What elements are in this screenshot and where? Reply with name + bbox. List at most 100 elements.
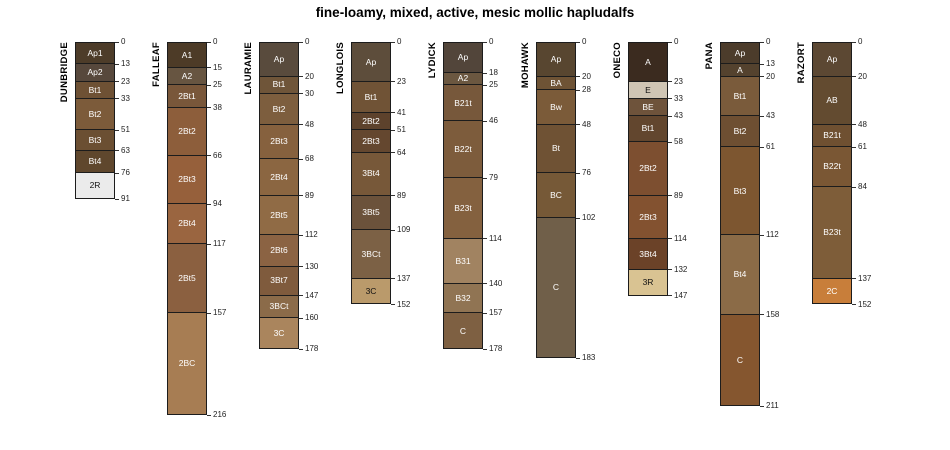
depth-label: 89 [397, 190, 406, 200]
depth-label: 112 [766, 230, 779, 240]
depth-label: 20 [582, 71, 591, 81]
depth-tick [483, 238, 487, 240]
depth-tick [391, 41, 395, 43]
depth-label: 147 [305, 290, 319, 300]
horizon-label: 2Bt5 [178, 272, 196, 283]
depth-label: 0 [858, 37, 863, 46]
depth-label: 20 [766, 71, 775, 81]
horizon-box: A [628, 42, 668, 82]
depth-tick [391, 81, 395, 83]
horizon-label: BC [550, 189, 562, 200]
horizon-label: BA [550, 77, 562, 88]
horizon-label: 2Bt1 [178, 90, 196, 101]
horizon-label: 2BC [178, 358, 196, 369]
depth-tick [299, 317, 303, 319]
depth-tick [207, 155, 211, 157]
horizon-box: Bt4 [75, 150, 115, 174]
depth-tick [115, 81, 119, 83]
horizon-box: 2Bt3 [167, 155, 207, 205]
horizon-label: A1 [181, 49, 193, 60]
depth-label: 89 [674, 190, 683, 200]
horizon-label: 3C [365, 285, 377, 296]
horizon-box: Bw [536, 90, 576, 125]
depth-tick [760, 76, 764, 78]
depth-label: 158 [766, 309, 780, 319]
depth-tick [299, 234, 303, 236]
depth-label: 68 [305, 154, 314, 164]
horizon-label: B22t [454, 144, 472, 155]
horizon-label: 3Bt4 [362, 168, 380, 179]
horizon-box: 3C [351, 278, 391, 305]
horizon-label: 2Bt6 [270, 245, 288, 256]
depth-tick [760, 314, 764, 316]
depth-label: 211 [766, 401, 779, 411]
horizon-box: AB [812, 76, 852, 125]
horizon-label: Bt4 [88, 156, 102, 167]
horizon-label: Ap1 [87, 47, 103, 58]
depth-label: 38 [213, 102, 222, 112]
depth-label: 0 [213, 37, 218, 46]
depth-tick [668, 269, 672, 271]
depth-label: 0 [582, 37, 587, 46]
depth-label: 157 [213, 308, 227, 318]
depth-tick [299, 124, 303, 126]
depth-label: 94 [213, 199, 222, 209]
profile-name: DUNBRIDGE [59, 42, 70, 103]
depth-label: 58 [674, 137, 683, 147]
horizon-label: Bt4 [733, 269, 747, 280]
horizon-box: 2Bt6 [259, 235, 299, 267]
horizon-box: C [443, 313, 483, 350]
depth-tick [391, 304, 395, 305]
depth-tick [483, 84, 487, 86]
profile-name: LONGLOIS [335, 42, 346, 95]
depth-label: 216 [213, 410, 227, 420]
depth-tick [207, 107, 211, 109]
horizon-label: Ap [365, 56, 377, 67]
profile-name: LAURAMIE [243, 42, 254, 95]
horizon-box: B32 [443, 283, 483, 314]
depth-label: 61 [766, 142, 775, 152]
depth-label: 160 [305, 313, 319, 323]
horizon-label: 2C [826, 285, 838, 296]
depth-label: 30 [305, 88, 314, 98]
depth-tick [760, 41, 764, 43]
horizon-label: 3R [642, 277, 654, 288]
horizon-box: C [536, 218, 576, 359]
horizon-label: Ap [734, 47, 746, 58]
horizon-label: 3Bt7 [270, 275, 288, 286]
depth-tick [115, 150, 119, 152]
horizon-label: E [645, 84, 651, 95]
horizon-label: Bt1 [272, 79, 286, 90]
horizon-box: 3BCt [351, 230, 391, 279]
depth-tick [483, 41, 487, 43]
depth-label: 51 [397, 125, 406, 135]
horizon-box: A2 [167, 67, 207, 86]
horizon-label: 2Bt5 [270, 209, 288, 220]
horizon-box: 2BC [167, 313, 207, 416]
horizon-label: Ap [273, 54, 285, 65]
horizon-box: 3Bt4 [351, 152, 391, 196]
horizon-box: BC [536, 173, 576, 219]
depth-label: 33 [121, 93, 130, 103]
depth-tick [207, 203, 211, 205]
horizon-box: Bt [536, 124, 576, 174]
depth-tick [115, 198, 119, 200]
horizon-box: 2R [75, 173, 115, 200]
depth-tick [483, 120, 487, 122]
depth-label: 13 [766, 59, 775, 69]
horizon-box: 2Bt3 [351, 130, 391, 153]
horizon-label: 2Bt2 [639, 163, 657, 174]
depth-tick [391, 195, 395, 197]
depth-tick [852, 278, 856, 280]
profile-name: LYDICK [427, 42, 438, 79]
horizon-box: Bt1 [720, 76, 760, 117]
depth-label: 25 [489, 80, 498, 90]
horizon-box: 3Bt4 [628, 238, 668, 270]
depth-label: 137 [397, 273, 411, 283]
horizon-box: Ap2 [75, 64, 115, 82]
horizon-label: C [736, 354, 744, 365]
horizon-label: Ap [826, 54, 838, 65]
depth-label: 117 [213, 239, 226, 249]
horizon-box: 3Bt5 [351, 195, 391, 231]
